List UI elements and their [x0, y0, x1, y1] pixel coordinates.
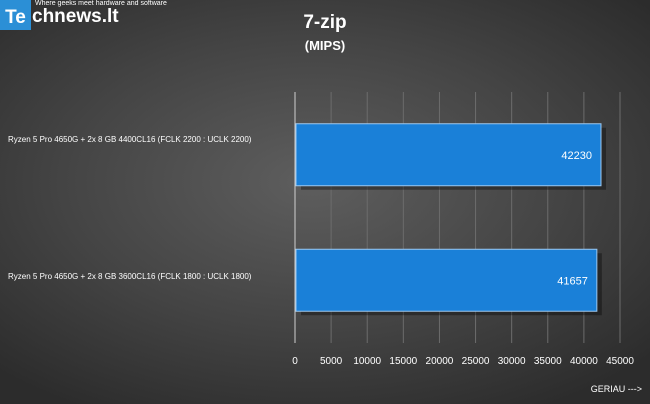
data-label: 42230 [561, 150, 592, 162]
x-tick-label: 15000 [389, 356, 417, 367]
x-tick-label: 25000 [462, 356, 490, 367]
x-tick-label: 45000 [606, 356, 634, 367]
x-tick-label: 10000 [353, 356, 381, 367]
category-label: Ryzen 5 Pro 4650G + 2x 8 GB 3600CL16 (FC… [8, 272, 252, 281]
logo-mark: Te [0, 0, 31, 30]
bar [295, 123, 602, 187]
logo-wordmark: chnews.lt [32, 6, 119, 27]
site-logo[interactable]: Te Where geeks meet hardware and softwar… [0, 0, 190, 30]
chart-title: 7-zip [303, 12, 347, 33]
x-tick-label: 5000 [320, 356, 343, 367]
chart-subtitle: (MIPS) [304, 38, 346, 53]
bar [295, 248, 598, 312]
x-tick-label: 40000 [570, 356, 598, 367]
category-label: Ryzen 5 Pro 4650G + 2x 8 GB 4400CL16 (FC… [8, 135, 252, 144]
data-label: 41657 [557, 275, 588, 287]
x-tick-label: 0 [292, 356, 298, 367]
x-tick-label: 20000 [426, 356, 454, 367]
x-tick-label: 35000 [534, 356, 562, 367]
logo-tagline: Where geeks meet hardware and software [35, 0, 167, 7]
x-tick-label: 30000 [498, 356, 526, 367]
x-axis-label: GERIAU ---> [590, 384, 642, 394]
